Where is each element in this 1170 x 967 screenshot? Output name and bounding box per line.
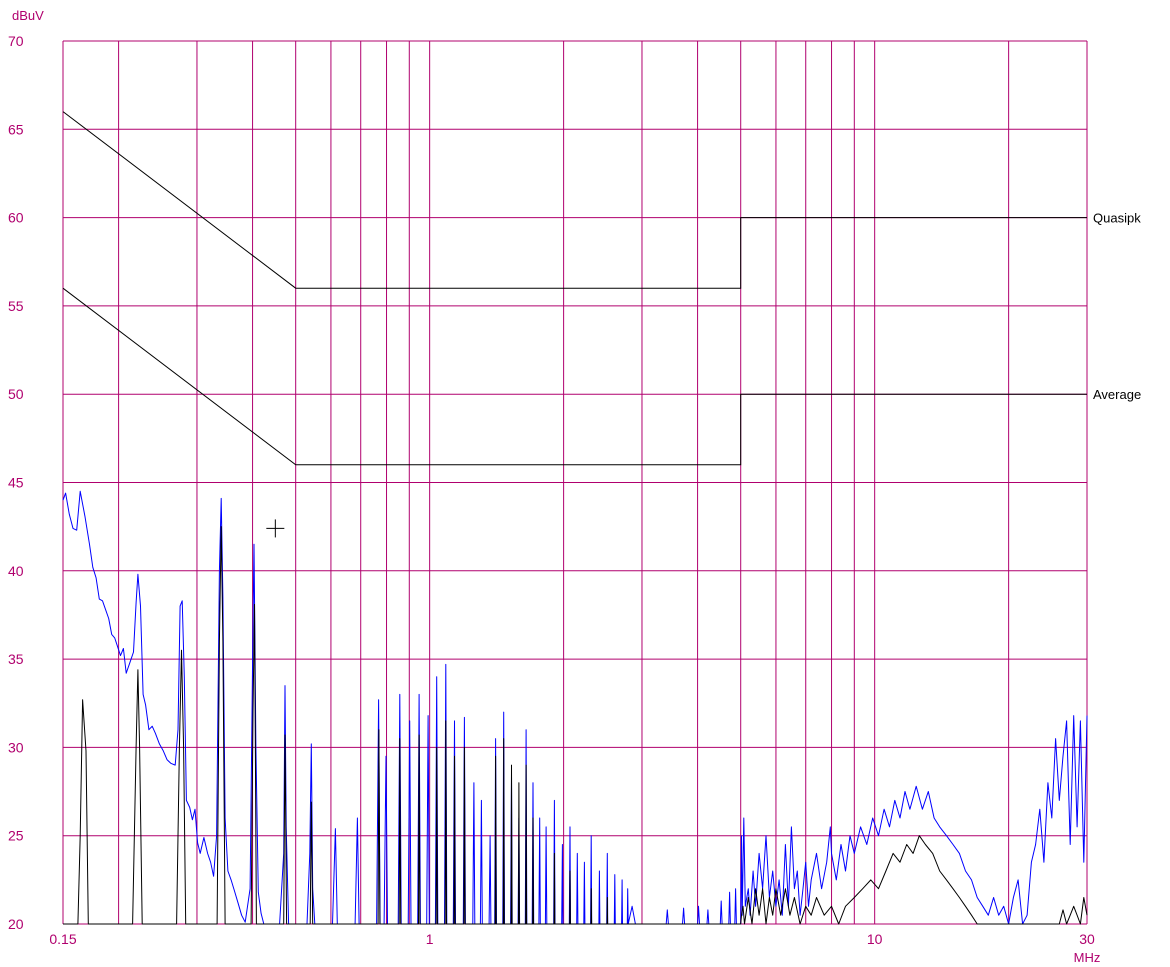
limit-line-1 [62,111,1087,289]
y-tick-label: 30 [8,739,24,755]
vertical-gridlines [62,41,1088,924]
peak-trace-line [62,490,1088,925]
y-tick-label: 20 [8,916,24,932]
y-tick-label: 25 [8,828,24,844]
measurement-traces [62,490,1088,925]
y-tick-label: 40 [8,563,24,579]
limit-lines: Quasipk Average [62,111,1141,466]
y-tick-label: 55 [8,298,24,314]
y-tick-label: 65 [8,121,24,137]
x-tick-label: 10 [867,931,883,947]
y-tick-label: 60 [8,210,24,226]
average-trace-line [63,526,1088,925]
y-tick-label: 50 [8,386,24,402]
y-tick-label: 45 [8,475,24,491]
y-tick-label: 35 [8,651,24,667]
x-tick-label: 1 [426,931,434,947]
limit-line-2 [62,287,1087,466]
y-axis-unit-label: dBuV [12,8,44,23]
peak-marker [266,519,285,538]
limit-line-label: Average [1093,387,1141,402]
x-tick-label: 0.15 [49,931,76,947]
x-tick-label: 30 [1079,931,1095,947]
limit-line-label: Quasipk [1093,211,1141,226]
y-axis-tick-labels: 20 25 30 35 40 45 50 55 60 65 70 [8,33,24,932]
x-axis-tick-labels: 0.15 1 10 30 [49,931,1095,947]
y-tick-label: 70 [8,33,24,49]
horizontal-gridlines [63,40,1087,925]
x-axis-unit-label: MHz [1074,950,1101,965]
